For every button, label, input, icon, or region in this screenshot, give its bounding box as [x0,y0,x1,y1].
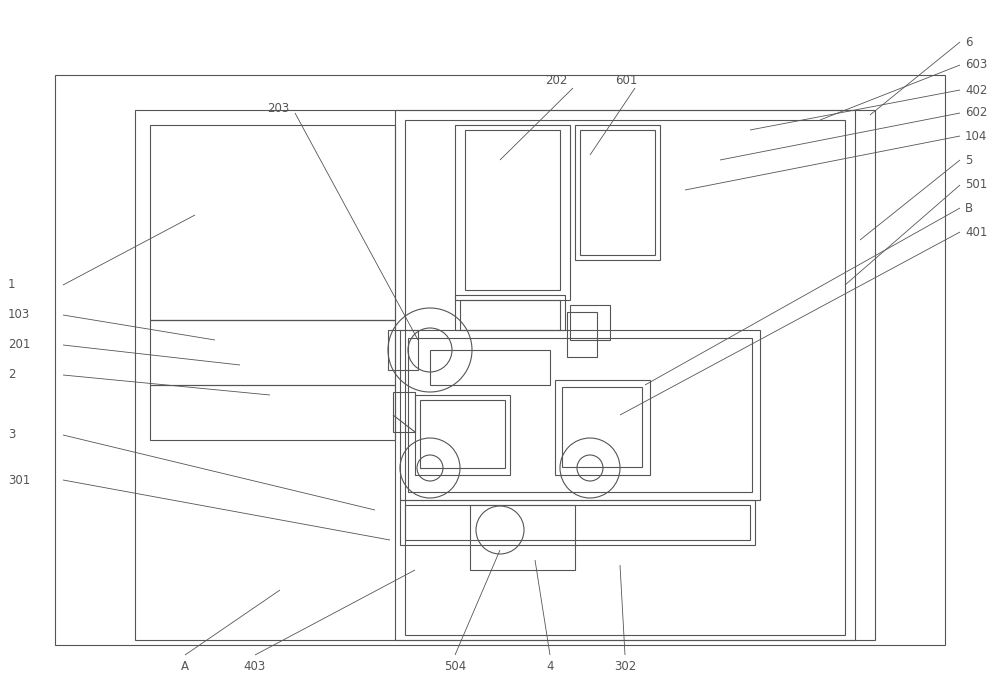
Bar [408,338,752,492]
Text: 202: 202 [545,74,567,86]
Bar [388,330,418,370]
Bar [400,330,760,500]
Bar [405,505,750,540]
Text: A: A [181,660,189,673]
Bar [575,125,660,260]
Bar [420,400,505,468]
Text: 104: 104 [965,130,987,143]
Text: 602: 602 [965,106,987,119]
Text: 1: 1 [8,279,16,291]
Bar [570,305,610,340]
Text: 203: 203 [267,101,289,115]
Text: 3: 3 [8,428,15,442]
Text: 504: 504 [444,660,466,673]
Text: 401: 401 [965,226,987,239]
Text: 501: 501 [965,179,987,192]
Text: 601: 601 [615,74,637,86]
Text: 201: 201 [8,339,30,351]
Bar [395,110,855,640]
Text: 5: 5 [965,153,972,166]
Bar [460,300,560,330]
Text: 6: 6 [965,35,972,48]
Bar [135,110,875,640]
Bar [430,350,550,385]
Bar [470,505,575,570]
Text: 403: 403 [244,660,266,673]
Bar [455,295,565,330]
Text: 4: 4 [546,660,554,673]
Text: 301: 301 [8,473,30,486]
Bar [55,75,945,645]
Bar [393,392,415,432]
Text: 302: 302 [614,660,636,673]
Text: 603: 603 [965,59,987,72]
Text: 103: 103 [8,308,30,322]
Bar [555,380,650,475]
Bar [400,500,755,545]
Bar [562,387,642,467]
Bar [415,395,510,475]
Text: B: B [965,201,973,215]
Bar [150,385,395,440]
Text: 2: 2 [8,368,16,382]
Bar [150,320,395,385]
Bar [150,125,395,320]
Bar [580,130,655,255]
Bar [455,125,570,300]
Bar [567,312,597,357]
Bar [405,120,845,635]
Text: 402: 402 [965,83,987,97]
Bar [465,130,560,290]
